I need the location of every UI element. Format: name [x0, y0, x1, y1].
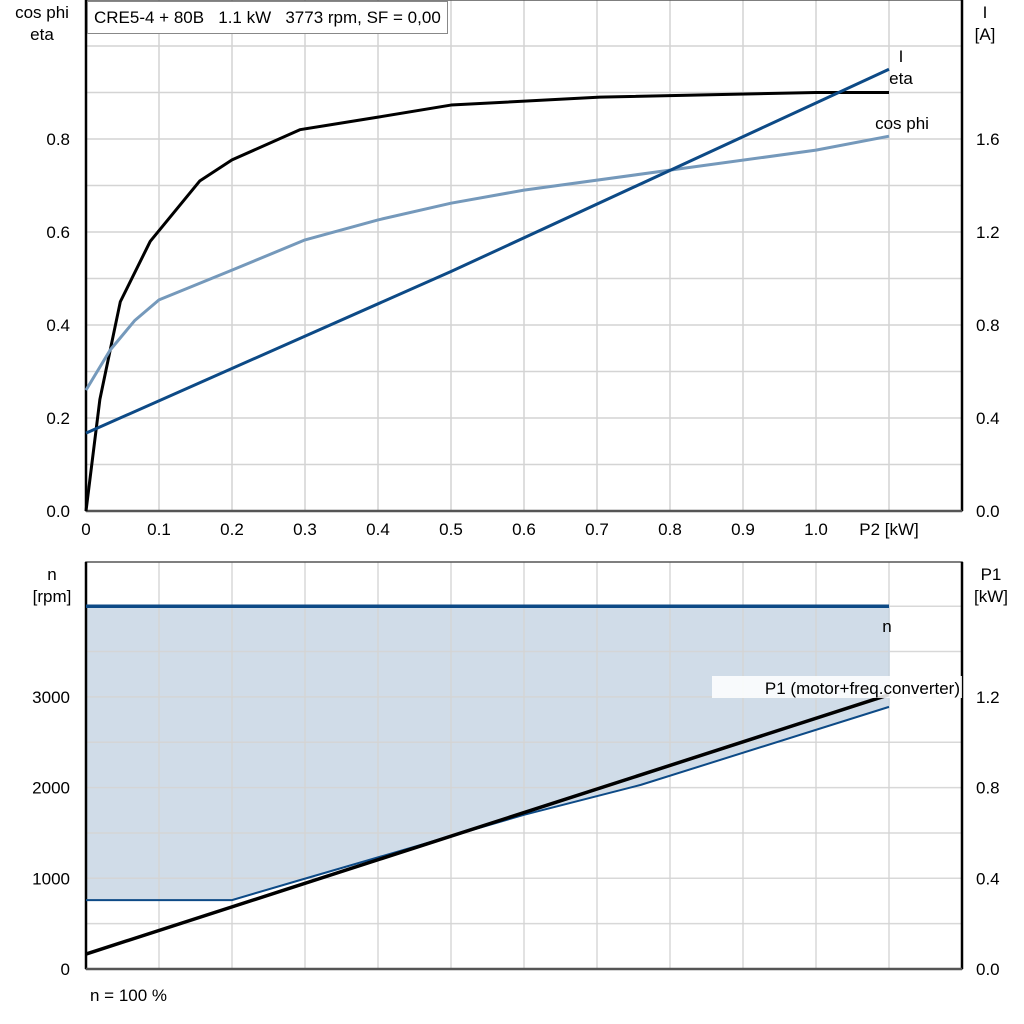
- x-tick-label: 0.3: [293, 520, 317, 539]
- series-label-n: n: [882, 617, 891, 636]
- x-tick-label: 0.1: [147, 520, 171, 539]
- y-tick-label-left: 0.0: [46, 502, 70, 521]
- chart-title: CRE5-4 + 80B 1.1 kW 3773 rpm, SF = 0,00: [87, 1, 448, 34]
- y-axis-label-right: [kW]: [974, 587, 1008, 606]
- x-tick-label: 0.8: [658, 520, 682, 539]
- series-label-p1: P1 (motor+freq.converter): [765, 679, 960, 698]
- y-tick-label-right: 0.8: [976, 316, 1000, 335]
- y-tick-label-right: 0.8: [976, 779, 1000, 798]
- y-tick-label-right: 1.6: [976, 130, 1000, 149]
- y-axis-label-right: [A]: [975, 25, 996, 44]
- series-label-eta: eta: [889, 69, 913, 88]
- y-tick-label-right: 0.4: [976, 409, 1000, 428]
- footnote-speed: n = 100 %: [90, 986, 167, 1005]
- series-label-p1-bg: [712, 676, 962, 698]
- y-tick-label-left: 2000: [32, 779, 70, 798]
- series-p1-line: [85, 693, 890, 956]
- x-axis-label: P2 [kW]: [859, 520, 919, 539]
- series-cos-phi-line: [84, 134, 890, 391]
- y-axis-label-left: n: [47, 565, 56, 584]
- x-tick-label: 1.0: [804, 520, 828, 539]
- y-tick-label-left: 0.6: [46, 223, 70, 242]
- y-tick-label-left: 0.2: [46, 409, 70, 428]
- x-tick-label: 0.7: [585, 520, 609, 539]
- y-tick-label-left: 0.4: [46, 316, 70, 335]
- x-tick-label: 0.2: [220, 520, 244, 539]
- x-tick-label: 0.6: [512, 520, 536, 539]
- y-tick-label-right: 0.0: [976, 960, 1000, 979]
- operating-range-fill: [86, 606, 889, 901]
- y-tick-label-right: 1.2: [976, 223, 1000, 242]
- y-axis-label-right: I: [983, 3, 988, 22]
- y-tick-label-right: 0.4: [976, 869, 1000, 888]
- y-axis-label-right: P1: [981, 565, 1002, 584]
- series-label-cos-phi: cos phi: [875, 114, 929, 133]
- x-tick-label: 0: [81, 520, 90, 539]
- y-tick-label-left: 3000: [32, 688, 70, 707]
- y-tick-label-left: 0: [61, 960, 70, 979]
- x-tick-label: 0.5: [439, 520, 463, 539]
- x-tick-label: 0.9: [731, 520, 755, 539]
- series-label-i: I: [899, 47, 904, 66]
- y-tick-label-left: 0.8: [46, 130, 70, 149]
- series-eta-line: [84, 91, 889, 512]
- y-tick-label-left: 1000: [32, 869, 70, 888]
- y-axis-label-left: eta: [30, 25, 54, 44]
- x-tick-label: 0.4: [366, 520, 390, 539]
- y-axis-label-left: [rpm]: [33, 587, 72, 606]
- y-axis-label-left: cos phi: [15, 3, 69, 22]
- y-tick-label-right: 1.2: [976, 688, 1000, 707]
- y-tick-label-right: 0.0: [976, 502, 1000, 521]
- series-i-line: [85, 67, 890, 435]
